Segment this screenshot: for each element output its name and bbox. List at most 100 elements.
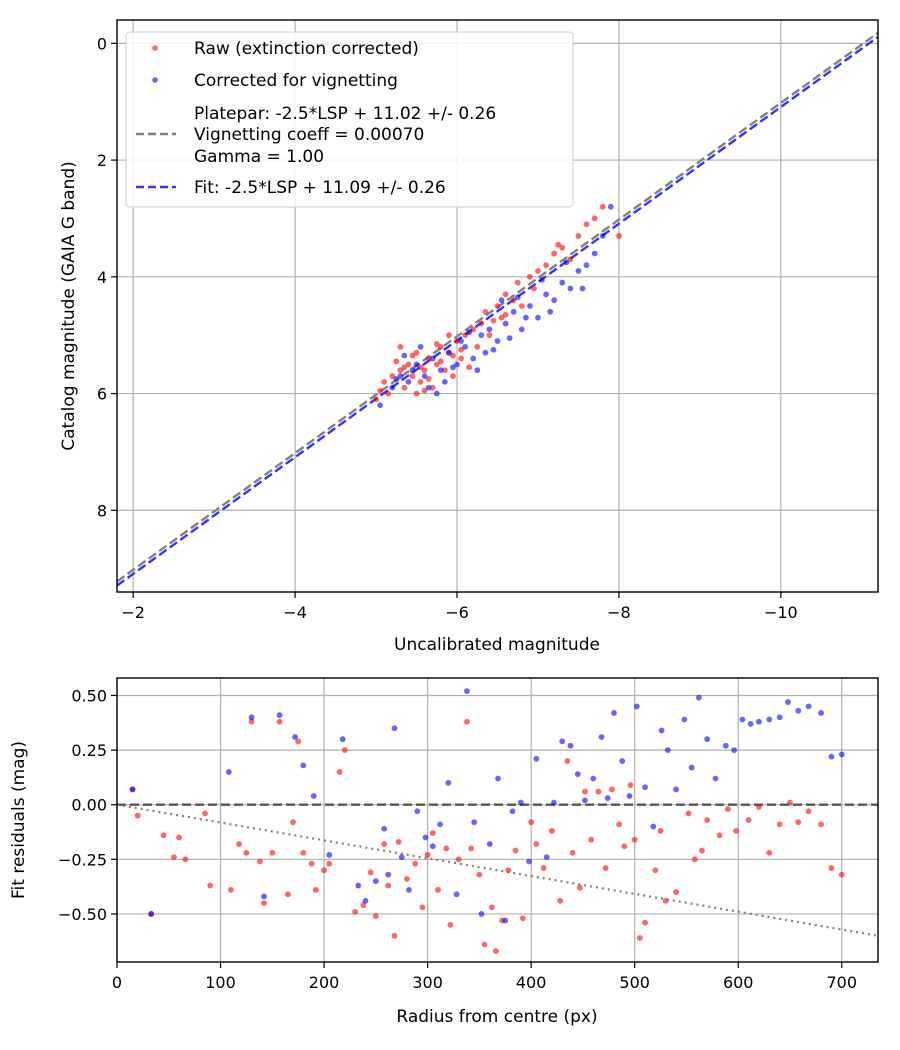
- corrected-point: [470, 355, 477, 362]
- raw-point: [413, 349, 420, 356]
- raw-point: [404, 876, 410, 882]
- corrected-point: [695, 694, 702, 701]
- raw-point: [510, 297, 517, 304]
- corrected-point: [393, 376, 400, 382]
- raw-point: [583, 221, 590, 228]
- corrected-point: [838, 751, 845, 758]
- raw-point: [616, 821, 623, 828]
- corrected-point: [498, 297, 505, 304]
- raw-point: [599, 203, 606, 210]
- raw-point: [176, 834, 183, 841]
- raw-point: [724, 806, 731, 812]
- legend-platepar-label: Platepar: -2.5*LSP + 11.02 +/- 0.26: [194, 104, 496, 124]
- raw-point: [256, 858, 263, 865]
- raw-point: [450, 373, 456, 379]
- raw-point: [421, 367, 428, 374]
- corrected-point: [433, 390, 440, 397]
- corrected-point: [462, 343, 469, 350]
- raw-point: [555, 241, 562, 248]
- corrected-point: [619, 758, 626, 764]
- raw-point: [704, 817, 711, 823]
- raw-point: [381, 841, 388, 847]
- corrected-point: [502, 320, 509, 327]
- x-tick-label: −8: [607, 603, 631, 622]
- corrected-point: [405, 378, 412, 385]
- calibration-plot: −2 −4 −6 −8 −10 0 2 4 6 8 Uncalibrated magnitude…: [59, 19, 879, 655]
- corrected-point: [406, 887, 412, 893]
- raw-point: [490, 317, 497, 324]
- raw-point: [360, 902, 367, 909]
- corrected-point: [526, 303, 533, 309]
- corrected-point: [567, 285, 574, 292]
- raw-point: [290, 819, 296, 826]
- raw-point: [662, 897, 669, 904]
- corrected-point: [464, 688, 470, 695]
- corrected-point: [642, 784, 648, 791]
- corrected-point: [567, 742, 574, 749]
- raw-point: [409, 352, 416, 359]
- raw-point: [336, 769, 343, 775]
- raw-point: [295, 738, 302, 745]
- corrected-point: [582, 797, 588, 804]
- residuals-y-ticks: 0.50 0.25 0.00 −0.25 −0.50: [58, 686, 117, 924]
- corrected-point: [766, 716, 773, 723]
- raw-point: [236, 841, 243, 847]
- residuals-plot: 0 100 200 300 400 500 600 700 0.50 0.25 0.00 −0.25…: [9, 677, 879, 1027]
- raw-point: [447, 921, 454, 928]
- corrected-point: [148, 911, 155, 917]
- corrected-point: [805, 703, 812, 710]
- corrected-point: [414, 808, 421, 815]
- corrected-point: [326, 852, 333, 858]
- corrected-point: [590, 775, 597, 782]
- raw-point: [385, 390, 392, 397]
- raw-point: [367, 869, 374, 876]
- raw-point: [182, 856, 189, 863]
- raw-point: [591, 215, 598, 222]
- raw-point: [409, 373, 416, 379]
- corrected-point: [722, 742, 729, 749]
- raw-point: [486, 332, 493, 339]
- raw-point: [261, 900, 267, 906]
- raw-point: [454, 338, 460, 344]
- raw-point: [466, 364, 473, 371]
- corrected-point: [688, 764, 695, 771]
- raw-point: [248, 718, 255, 725]
- raw-point: [462, 332, 469, 339]
- raw-point: [397, 343, 404, 350]
- raw-point: [207, 882, 214, 889]
- raw-point: [395, 838, 402, 845]
- raw-point: [564, 758, 571, 764]
- raw-point: [498, 314, 505, 321]
- corrected-point: [362, 897, 369, 904]
- raw-point: [482, 308, 489, 315]
- raw-point: [474, 343, 481, 350]
- residuals-points: [129, 688, 845, 954]
- raw-point: [397, 367, 404, 374]
- corrected-point: [248, 714, 255, 721]
- corrected-point: [486, 326, 493, 333]
- raw-point: [602, 865, 609, 871]
- raw-point: [417, 378, 424, 385]
- raw-point: [488, 904, 495, 911]
- x-tick-label: 400: [516, 973, 547, 992]
- corrected-point: [517, 799, 524, 806]
- corrected-point: [417, 343, 424, 350]
- corrected-point: [543, 854, 550, 861]
- corrected-point: [650, 823, 657, 830]
- raw-point: [455, 856, 462, 863]
- raw-point: [381, 378, 388, 385]
- raw-point: [519, 915, 526, 922]
- y-tick-label: −0.50: [58, 905, 107, 924]
- raw-point: [401, 384, 408, 391]
- raw-point: [308, 860, 315, 867]
- raw-point: [493, 948, 499, 954]
- raw-point: [300, 849, 307, 856]
- raw-point: [595, 788, 602, 795]
- corrected-point: [445, 779, 452, 786]
- corrected-point: [474, 367, 481, 374]
- raw-point: [818, 821, 824, 828]
- raw-series: [373, 203, 622, 403]
- corrected-point: [466, 329, 473, 336]
- corrected-point: [389, 384, 396, 391]
